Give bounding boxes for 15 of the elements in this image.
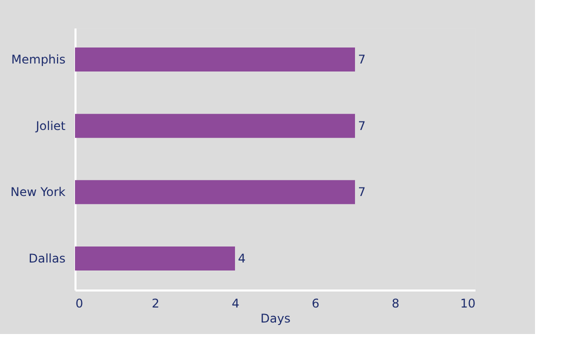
x-tick-label: 8 <box>392 296 400 310</box>
x-tick-label: 6 <box>312 296 320 310</box>
data-label: 7 <box>358 118 366 133</box>
x-tick-label: 0 <box>76 296 84 310</box>
data-label: 7 <box>358 52 366 67</box>
y-tick-label: Dallas <box>28 251 66 266</box>
y-tick-label: Joliet <box>34 118 66 133</box>
x-tick-label: 2 <box>152 296 160 310</box>
y-tick-label: Memphis <box>11 52 66 67</box>
data-label: 7 <box>358 185 366 200</box>
y-tick-label: New York <box>10 185 66 200</box>
x-axis-title: Days <box>260 312 290 326</box>
x-tick-label: 4 <box>232 296 240 310</box>
x-tick-label: 10 <box>460 296 476 310</box>
data-label: 4 <box>238 251 246 266</box>
